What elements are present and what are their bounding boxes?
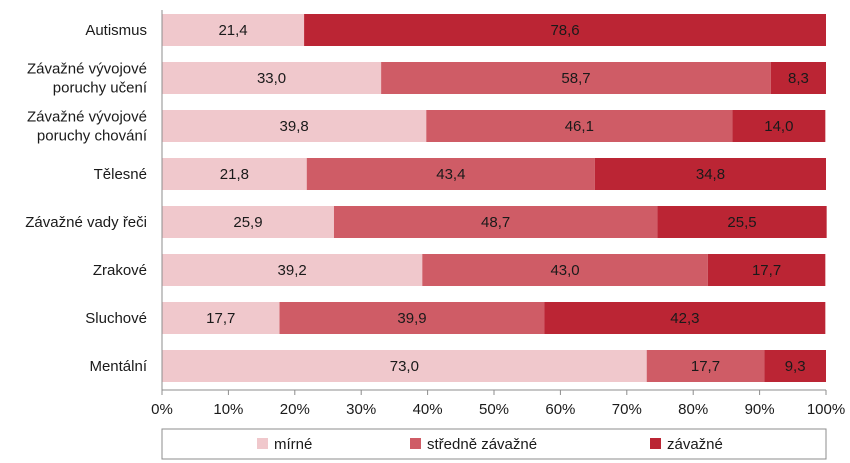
data-label: 39,9	[397, 310, 426, 327]
data-label: 43,4	[436, 166, 465, 183]
legend-label: středně závažné	[427, 436, 537, 453]
x-tick-label: 20%	[280, 401, 310, 418]
data-label: 25,9	[233, 214, 262, 231]
bar-segment	[732, 110, 826, 142]
data-label: 58,7	[561, 70, 590, 87]
bar-segment	[646, 350, 765, 382]
category-label: Zrakové	[93, 262, 147, 279]
bar-segment	[770, 62, 826, 94]
bar-segment	[594, 158, 826, 190]
data-label: 46,1	[565, 118, 594, 135]
bar-segment	[162, 62, 382, 94]
data-label: 33,0	[257, 70, 286, 87]
bar-segment	[162, 14, 305, 46]
x-tick-label: 50%	[479, 401, 509, 418]
legend-swatch	[410, 438, 421, 449]
bar-segment	[381, 62, 771, 94]
x-tick-label: 0%	[151, 401, 173, 418]
bar-segment	[707, 254, 826, 286]
data-label: 42,3	[670, 310, 699, 327]
bar-segment	[657, 206, 827, 238]
category-label: poruchy učení	[53, 80, 148, 97]
data-label: 73,0	[390, 358, 419, 375]
bar-segment	[422, 254, 708, 286]
legend-swatch	[257, 438, 268, 449]
data-label: 48,7	[481, 214, 510, 231]
data-label: 21,4	[218, 22, 247, 39]
data-label: 34,8	[696, 166, 725, 183]
data-label: 17,7	[206, 310, 235, 327]
data-label: 17,7	[691, 358, 720, 375]
legend-box	[161, 428, 827, 460]
bar-segment	[304, 14, 826, 46]
data-label: 8,3	[788, 70, 809, 87]
x-tick-label: 100%	[807, 401, 845, 418]
bar-segment	[162, 158, 307, 190]
category-label: Autismus	[85, 22, 147, 39]
bar-segment	[426, 110, 733, 142]
bar-segment	[279, 302, 545, 334]
category-label: poruchy chování	[37, 128, 148, 145]
bar-segment	[162, 254, 423, 286]
data-label: 9,3	[785, 358, 806, 375]
legend: mírné středně závažné závažné	[161, 428, 827, 460]
category-label: Závažné vady řeči	[25, 214, 147, 231]
legend-swatch	[650, 438, 661, 449]
bar-segment	[544, 302, 826, 334]
bar-segment	[162, 110, 427, 142]
bar-segment	[162, 350, 647, 382]
category-labels: Autismus Závažné vývojové poruchy učení Záv…	[25, 22, 148, 375]
data-label: 14,0	[764, 118, 793, 135]
x-tick-label: 40%	[413, 401, 443, 418]
data-label: 78,6	[550, 22, 579, 39]
bar-segment	[162, 302, 280, 334]
bar-segment	[306, 158, 595, 190]
x-tick-label: 60%	[545, 401, 575, 418]
x-tick-label: 80%	[678, 401, 708, 418]
data-label: 43,0	[550, 262, 579, 279]
data-label: 39,8	[280, 118, 309, 135]
data-label: 21,8	[220, 166, 249, 183]
category-label: Závažné vývojové	[27, 109, 147, 126]
x-tick-label: 30%	[346, 401, 376, 418]
legend-label: mírné	[274, 436, 312, 453]
category-label: Tělesné	[94, 166, 147, 183]
x-axis: 0% 10% 20% 30% 40% 50% 60% 70% 80% 90% 100%	[151, 10, 845, 418]
category-label: Sluchové	[85, 310, 147, 327]
bar-segment	[162, 206, 334, 238]
bars-layer: 21,4 78,6 33,0 58,7 8,3 39,8 46,1 14,0 21,8 43,4 3…	[162, 14, 827, 382]
data-label: 39,2	[278, 262, 307, 279]
category-label: Mentální	[89, 358, 147, 375]
data-label: 17,7	[752, 262, 781, 279]
category-label: Závažné vývojové	[27, 61, 147, 78]
legend-label: závažné	[667, 436, 723, 453]
x-tick-label: 70%	[612, 401, 642, 418]
x-tick-label: 90%	[745, 401, 775, 418]
x-tick-label: 10%	[213, 401, 243, 418]
bar-segment	[333, 206, 658, 238]
data-label: 25,5	[727, 214, 756, 231]
bar-segment	[764, 350, 826, 382]
